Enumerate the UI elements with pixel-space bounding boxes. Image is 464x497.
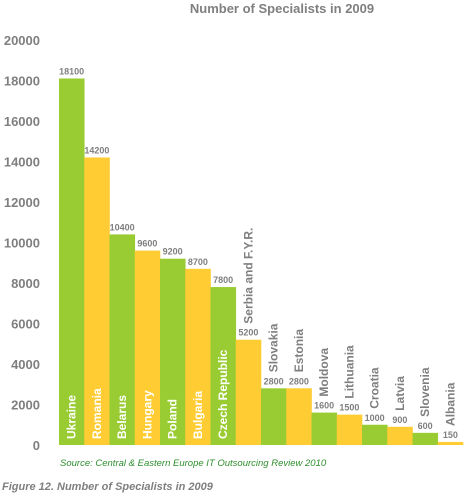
bar [84, 157, 110, 445]
bar [210, 287, 237, 445]
y-tick-label: 20000 [4, 33, 40, 48]
bar-value-label: 900 [392, 415, 407, 425]
category-label: Croatia [368, 367, 382, 409]
bar [261, 388, 287, 445]
bar [185, 268, 211, 445]
category-label: Moldova [317, 348, 331, 397]
category-label: Belarus [115, 395, 129, 439]
category-label: Latvia [393, 376, 407, 411]
bar [160, 258, 186, 445]
category-label: Hungary [140, 390, 154, 439]
bar-value-label: 14200 [84, 145, 109, 155]
y-tick-label: 16000 [4, 114, 40, 129]
bar-value-label: 1600 [314, 401, 334, 411]
bar-value-label: 1500 [339, 403, 359, 413]
bar-value-label: 18100 [59, 66, 84, 76]
bar [286, 388, 312, 445]
bar [437, 441, 464, 445]
category-label: Ukraine [65, 395, 79, 439]
category-label: Romania [90, 388, 104, 439]
category-label: Slovakia [267, 323, 281, 372]
category-label: Serbia and F.Y.R. [241, 228, 255, 324]
bar [311, 412, 338, 445]
bar-value-label: 600 [418, 421, 433, 431]
bar-value-label: 1000 [365, 413, 385, 423]
y-tick-label: 18000 [4, 74, 40, 89]
bar-value-label: 10400 [110, 222, 135, 232]
chart-title: Number of Specialists in 2009 [190, 1, 374, 16]
chart-source-note: Source: Central & Eastern Europe IT Outs… [60, 458, 327, 469]
y-tick-label: 10000 [4, 236, 40, 251]
category-label: Czech Republic [216, 349, 230, 439]
y-tick-label: 2000 [11, 398, 40, 413]
bar-value-label: 9200 [163, 247, 183, 257]
bar [412, 432, 439, 445]
category-label: Poland [166, 399, 180, 439]
bar [235, 339, 262, 445]
y-tick-label: 4000 [11, 357, 40, 372]
bar-value-label: 8700 [188, 257, 208, 267]
bar-value-label: 5200 [238, 328, 258, 338]
category-label: Slovenia [418, 367, 432, 417]
bar [362, 424, 388, 445]
bar-value-label: 9600 [137, 239, 157, 249]
y-tick-label: 12000 [4, 195, 40, 210]
y-tick-label: 0 [33, 438, 40, 453]
bar-value-label: 2800 [264, 376, 284, 386]
bar-value-label: 2800 [289, 376, 309, 386]
category-label: Albania [443, 382, 457, 426]
bar [109, 234, 136, 445]
figure-caption: Figure 12. Number of Specialists in 2009 [2, 481, 214, 493]
bar [134, 250, 161, 445]
category-label: Estonia [292, 329, 306, 373]
category-label: Lithuania [342, 345, 356, 399]
bar [387, 426, 413, 445]
y-tick-label: 8000 [11, 276, 40, 291]
bar-value-label: 150 [443, 430, 458, 440]
category-label: Bulgaria [191, 391, 205, 439]
y-tick-label: 14000 [4, 155, 40, 170]
y-tick-label: 6000 [11, 317, 40, 332]
bar [336, 414, 363, 445]
bar-value-label: 7800 [213, 275, 233, 285]
bar [59, 78, 85, 445]
